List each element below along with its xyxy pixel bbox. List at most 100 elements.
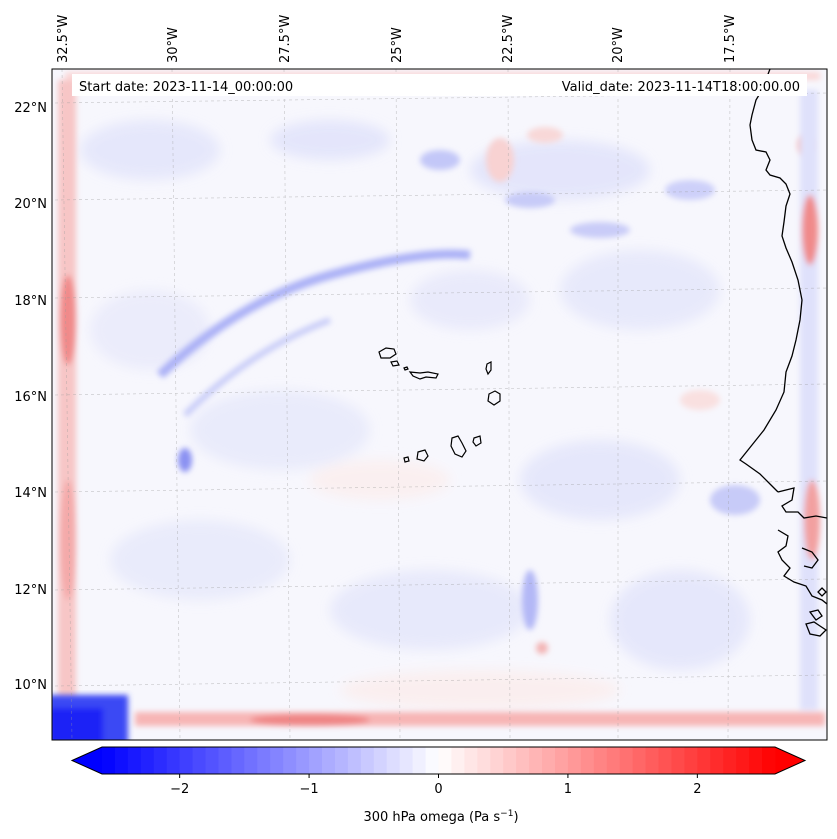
omega-patch	[522, 570, 538, 630]
omega-band	[182, 317, 332, 418]
colorbar-level	[127, 747, 142, 774]
island-boa-vista	[487, 390, 501, 406]
colorbar-level	[490, 747, 504, 774]
colorbar-level	[244, 747, 258, 774]
colorbar-level	[231, 747, 245, 774]
colorbar-tick-label: 1	[564, 782, 572, 797]
colorbar-level	[762, 747, 776, 774]
boundary-max-west	[60, 480, 76, 600]
colorbar-tick-label: 2	[693, 782, 701, 797]
omega-patch	[340, 670, 620, 710]
colorbar-level	[322, 747, 336, 774]
lat-label: 12°N	[14, 583, 47, 598]
omega-patch	[270, 120, 390, 160]
colorbar-level	[373, 747, 388, 774]
colorbar-level	[166, 747, 181, 774]
lat-label: 14°N	[14, 486, 47, 501]
colorbar-level	[567, 747, 582, 774]
colorbar-level	[580, 747, 595, 774]
colorbar-extend-min	[72, 747, 102, 774]
map-frame	[51, 68, 828, 741]
colorbar-tick-label: 0	[434, 782, 442, 797]
colorbar-level	[619, 747, 634, 774]
colorbar-level	[658, 747, 672, 774]
coast-mauritania-senegal	[739, 69, 803, 493]
colorbar-level	[503, 747, 517, 774]
colorbar-level	[270, 747, 284, 774]
colorbar-level	[723, 747, 737, 774]
omega-patch	[310, 460, 450, 500]
omega-patch	[486, 138, 514, 182]
colorbar-level	[114, 747, 129, 774]
colorbar-level	[360, 747, 375, 774]
colorbar-level	[296, 747, 310, 774]
colorbar-level	[399, 747, 414, 774]
lon-label: 17.5°W	[723, 15, 738, 63]
colorbar-tick-label: −2	[170, 782, 189, 797]
colorbar-level	[205, 747, 219, 774]
colorbar-level	[192, 747, 207, 774]
colorbar-level	[347, 747, 362, 774]
omega-patch	[90, 290, 210, 370]
colorbar-levels	[102, 747, 776, 774]
omega-patch	[610, 570, 750, 670]
map-area: Start date: 2023-11-14_00:00:00 Valid_da…	[52, 69, 827, 740]
colorbar-level	[542, 747, 556, 774]
lon-label: 27.5°W	[278, 15, 293, 63]
omega-patch	[330, 570, 530, 650]
colorbar-level	[710, 747, 724, 774]
colorbar-level	[632, 747, 647, 774]
omega-field	[52, 72, 825, 740]
omega-patch	[110, 520, 290, 600]
omega-patch	[190, 390, 370, 470]
colorbar-level	[283, 747, 297, 774]
boundary-strip-east	[800, 90, 818, 710]
omega-patch	[420, 150, 460, 170]
colorbar-level	[671, 747, 685, 774]
colorbar-level	[516, 747, 530, 774]
colorbar-label-exponent: −1	[500, 809, 513, 819]
gridlines	[54, 69, 827, 740]
lat-label: 20°N	[14, 197, 47, 212]
colorbar-level	[153, 747, 168, 774]
colorbar-level	[257, 747, 271, 774]
colorbar-level	[438, 747, 452, 774]
colorbar-level	[179, 747, 194, 774]
boundary-max-east	[804, 480, 820, 560]
colorbar-level	[412, 747, 427, 774]
omega-patch	[520, 440, 680, 520]
colorbar-label-text: 300 hPa omega (Pa s	[363, 810, 500, 825]
omega-patch	[527, 127, 563, 143]
boundary-max-south	[250, 714, 370, 726]
omega-patch	[470, 140, 650, 200]
omega-patch	[560, 250, 720, 330]
corner-min-southwest	[52, 708, 103, 740]
lon-label: 25°W	[390, 27, 405, 63]
omega-patch	[665, 180, 715, 200]
latitude-labels: 22°N 20°N 18°N 16°N 14°N 12°N 10°N	[14, 101, 47, 693]
colorbar-label-suffix: )	[513, 810, 518, 825]
lon-label: 30°W	[166, 27, 181, 63]
omega-patch	[410, 270, 530, 330]
island-sao-vicente	[390, 360, 400, 367]
island-sal	[485, 361, 492, 376]
colorbar-level	[684, 747, 698, 774]
omega-patch	[505, 192, 555, 208]
start-date-label: Start date: 2023-11-14_00:00:00	[79, 80, 293, 95]
lon-label: 20°W	[611, 27, 626, 63]
omega-patch	[80, 120, 220, 180]
lon-label: 32.5°W	[56, 15, 71, 63]
colorbar: −2 −1 0 1 2 300 hPa omega (Pa s−1)	[70, 746, 807, 825]
island-fogo	[416, 449, 429, 462]
omega-patch	[178, 448, 192, 472]
valid-date-label: Valid_date: 2023-11-14T18:00:00.00	[562, 80, 800, 95]
island-santa-luzia	[403, 366, 409, 371]
colorbar-level	[425, 747, 439, 774]
colorbar-tick-label: −1	[299, 782, 318, 797]
colorbar-level	[140, 747, 155, 774]
colorbar-level	[464, 747, 478, 774]
boundary-max-west	[60, 275, 76, 365]
coast-guinea-bissau	[777, 529, 827, 605]
colorbar-level	[529, 747, 543, 774]
island-sao-nicolau	[408, 371, 439, 380]
